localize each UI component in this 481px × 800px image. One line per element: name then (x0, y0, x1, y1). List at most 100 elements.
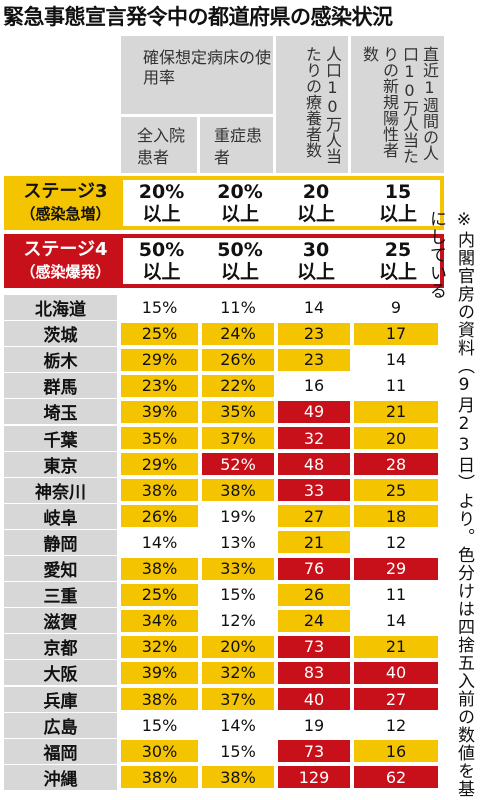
stage4-new-positive: 25 以上 (356, 239, 440, 283)
cell-severe: 15% (202, 583, 274, 606)
cell-recuperating: 49 (278, 400, 350, 423)
cell-inpatients: 38% (121, 688, 198, 710)
stage4-suffix: 以上 (296, 261, 335, 283)
table-row: 愛知 38% 33% 76 29 (4, 556, 444, 581)
cell-inpatients: 39% (121, 400, 198, 423)
cell-new-positive: 21 (354, 400, 438, 423)
table-row: 京都 32% 20% 73 21 (4, 634, 444, 660)
table-row: 静岡 14% 13% 21 12 (4, 529, 444, 555)
cell-severe: 37% (202, 688, 274, 710)
cell-recuperating: 19 (278, 714, 350, 737)
stage4-recuperating-value: 30 (302, 239, 330, 261)
table-row: 大阪 39% 32% 83 40 (4, 660, 444, 686)
prefecture-name: 兵庫 (4, 686, 117, 712)
stage4-severe: 50% 以上 (204, 239, 276, 283)
cell-recuperating: 14 (278, 296, 350, 319)
cell-severe: 38% (202, 479, 274, 502)
cell-inpatients: 15% (121, 296, 198, 319)
stage3-sub: （感染急増） (20, 205, 111, 223)
cell-new-positive: 29 (354, 557, 438, 580)
cell-recuperating: 73 (278, 740, 350, 763)
stage3-inpatients-value: 20% (138, 181, 185, 203)
cell-severe: 26% (202, 348, 274, 371)
cell-severe: 15% (202, 740, 274, 763)
cell-severe: 33% (202, 557, 274, 580)
cell-recuperating: 23 (278, 348, 350, 371)
cell-new-positive: 11 (354, 583, 438, 606)
prefecture-name: 大阪 (4, 660, 117, 686)
cell-severe: 11% (202, 296, 274, 319)
cell-recuperating: 23 (278, 322, 350, 345)
header-bed-usage: 確保想定病床の使用率 (121, 36, 273, 114)
cell-new-positive: 9 (354, 296, 438, 319)
cell-recuperating: 48 (278, 453, 350, 476)
prefecture-name: 群馬 (4, 373, 117, 399)
cell-inpatients: 38% (121, 557, 198, 580)
stage4-recuperating: 30 以上 (280, 239, 352, 283)
cell-new-positive: 14 (354, 348, 438, 371)
table-row: 福岡 30% 15% 73 16 (4, 738, 444, 764)
stage4-sub: （感染爆発） (20, 263, 111, 281)
cell-inpatients: 23% (121, 374, 198, 397)
cell-recuperating: 40 (278, 688, 350, 710)
header-severe-cell: 重症患者 (200, 117, 273, 173)
cell-inpatients: 38% (121, 479, 198, 502)
header-inpatients: 全入院患者 (137, 126, 186, 167)
cell-new-positive: 62 (354, 766, 438, 789)
prefecture-name: 滋賀 (4, 608, 117, 634)
cell-new-positive: 17 (354, 322, 438, 345)
stage3-label: ステージ3 (23, 181, 108, 202)
cell-inpatients: 32% (121, 635, 198, 658)
cell-new-positive: 40 (354, 661, 438, 684)
stage3-suffix: 以上 (378, 203, 417, 225)
stage4-new-positive-value: 25 (384, 239, 412, 261)
prefecture-name: 栃木 (4, 347, 117, 373)
cell-recuperating: 32 (278, 427, 350, 449)
stage3-suffix: 以上 (220, 203, 259, 225)
prefecture-name: 茨城 (4, 321, 117, 347)
cell-new-positive: 28 (354, 453, 438, 476)
prefecture-name: 北海道 (4, 295, 117, 320)
prefecture-name: 埼玉 (4, 399, 117, 425)
cell-severe: 35% (202, 400, 274, 423)
cell-inpatients: 25% (121, 322, 198, 345)
prefecture-name: 東京 (4, 451, 117, 477)
stage4-suffix: 以上 (378, 261, 417, 283)
cell-recuperating: 129 (278, 766, 350, 789)
header-new-positive-cell: 直近1週間の人口10万人当たりの新規陽性者数 (351, 36, 444, 173)
table-row: 神奈川 38% 38% 33 25 (4, 477, 444, 503)
cell-recuperating: 76 (278, 557, 350, 580)
table-row: 茨城 25% 24% 23 17 (4, 321, 444, 347)
cell-recuperating: 73 (278, 635, 350, 658)
cell-severe: 37% (202, 427, 274, 449)
cell-new-positive: 12 (354, 714, 438, 737)
cell-inpatients: 38% (121, 766, 198, 789)
stage3-row: ステージ3 （感染急増） 20% 以上 20% 以上 20 以上 15 以上 (4, 176, 444, 230)
stage4-suffix: 以上 (142, 261, 181, 283)
cell-new-positive: 14 (354, 609, 438, 632)
table-row: 群馬 23% 22% 16 11 (4, 373, 444, 399)
cell-inpatients: 39% (121, 661, 198, 684)
cell-inpatients: 14% (121, 531, 198, 554)
cell-severe: 22% (202, 374, 274, 397)
cell-inpatients: 29% (121, 453, 198, 476)
prefecture-name: 沖縄 (4, 764, 117, 790)
stage3-severe: 20% 以上 (204, 181, 276, 225)
stage3-recuperating-value: 20 (302, 181, 330, 203)
header-recuperating-cell: 人口10万人当たりの療養者数 (276, 36, 348, 173)
cell-severe: 14% (202, 714, 274, 737)
header-inpatients-cell: 全入院患者 (121, 117, 197, 173)
table-row: 東京 29% 52% 48 28 (4, 451, 444, 477)
prefecture-name: 千葉 (4, 425, 117, 451)
stage4-inpatients: 50% 以上 (123, 239, 200, 283)
stage4-label-cell: ステージ4 （感染爆発） (8, 238, 123, 284)
page-title: 緊急事態宣言発令中の都道府県の感染状況 (3, 5, 393, 29)
table-row: 岐阜 26% 19% 27 18 (4, 503, 444, 529)
cell-recuperating: 16 (278, 374, 350, 397)
cell-recuperating: 24 (278, 609, 350, 632)
cell-recuperating: 27 (278, 505, 350, 528)
cell-new-positive: 18 (354, 505, 438, 528)
cell-severe: 20% (202, 635, 274, 658)
header-recuperating: 人口10万人当たりの療養者数 (303, 46, 342, 164)
table-row: 兵庫 38% 37% 40 27 (4, 686, 444, 712)
